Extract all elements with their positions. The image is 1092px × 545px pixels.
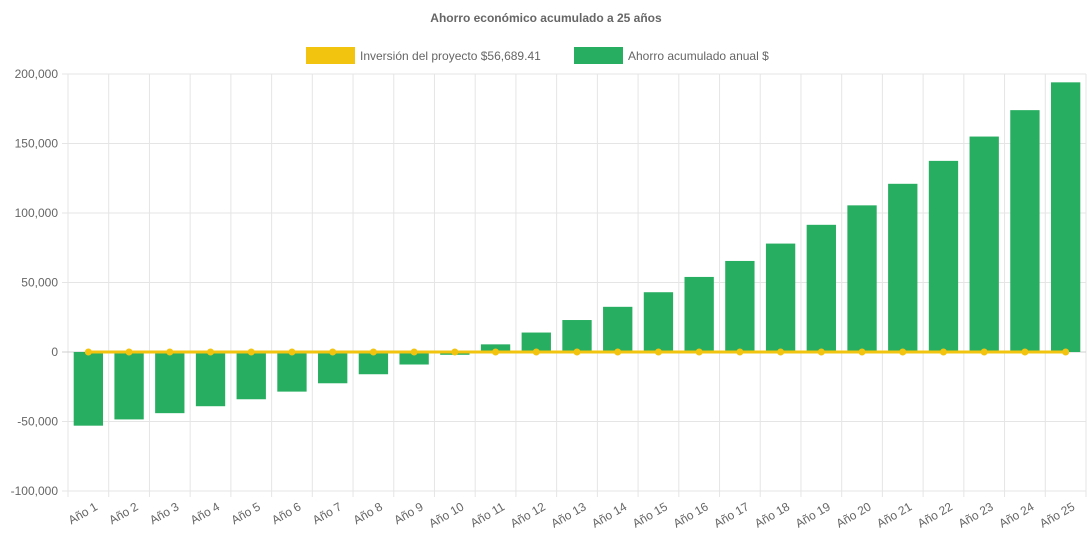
investment-point[interactable]: [695, 348, 703, 356]
investment-point[interactable]: [777, 348, 785, 356]
investment-point[interactable]: [207, 348, 215, 356]
savings-bar[interactable]: [603, 306, 633, 352]
savings-bar[interactable]: [114, 352, 144, 420]
investment-point[interactable]: [980, 348, 988, 356]
savings-bar[interactable]: [480, 344, 511, 352]
x-tick-label: Año 7: [310, 499, 344, 527]
investment-point[interactable]: [288, 348, 296, 356]
x-tick-label: Año 16: [671, 499, 711, 530]
investment-point[interactable]: [247, 348, 255, 356]
savings-bar[interactable]: [236, 352, 266, 400]
savings-bar[interactable]: [888, 183, 918, 352]
x-tick-label: Año 5: [229, 499, 263, 527]
investment-point[interactable]: [817, 348, 825, 356]
savings-bar[interactable]: [521, 332, 551, 352]
y-tick-label: 200,000: [15, 67, 59, 81]
savings-bar[interactable]: [928, 160, 959, 352]
investment-point[interactable]: [736, 348, 744, 356]
savings-bar[interactable]: [358, 352, 389, 375]
x-tick-label: Año 19: [793, 499, 833, 530]
bars: [73, 82, 1081, 426]
investment-line-series: [84, 348, 1070, 356]
investment-point[interactable]: [166, 348, 174, 356]
savings-bar[interactable]: [684, 276, 714, 352]
x-tick-label: Año 8: [351, 499, 385, 527]
savings-bar[interactable]: [806, 224, 836, 352]
x-tick-label: Año 4: [188, 499, 222, 527]
investment-point[interactable]: [939, 348, 947, 356]
legend-label-investment[interactable]: Inversión del proyecto $56,689.41: [360, 49, 541, 63]
x-tick-label: Año 11: [468, 499, 507, 530]
savings-bar[interactable]: [155, 352, 185, 414]
savings-bar[interactable]: [195, 352, 226, 407]
x-tick-label: Año 17: [711, 499, 751, 530]
x-tick-label: Año 21: [874, 499, 914, 530]
savings-bar[interactable]: [1010, 110, 1040, 352]
investment-point[interactable]: [84, 348, 92, 356]
investment-point[interactable]: [654, 348, 662, 356]
investment-point[interactable]: [899, 348, 907, 356]
legend: Inversión del proyecto $56,689.41 Ahorro…: [306, 47, 769, 64]
x-tick-label: Año 12: [508, 499, 548, 530]
x-tick-label: Año 23: [956, 499, 996, 530]
x-tick-label: Año 2: [106, 499, 140, 527]
investment-point[interactable]: [532, 348, 540, 356]
investment-point[interactable]: [573, 348, 581, 356]
y-tick-label: 150,000: [15, 137, 59, 151]
investment-point[interactable]: [492, 348, 500, 356]
x-tick-label: Año 13: [549, 499, 589, 530]
savings-bar[interactable]: [847, 205, 877, 352]
y-tick-label: 0: [51, 345, 58, 359]
x-tick-label: Año 20: [834, 499, 874, 530]
y-tick-label: 100,000: [15, 206, 59, 220]
y-tick-label: -100,000: [11, 484, 59, 498]
savings-bar[interactable]: [725, 260, 755, 352]
x-tick-label: Año 18: [752, 499, 792, 530]
x-tick-label: Año 1: [66, 499, 100, 527]
savings-bar[interactable]: [643, 292, 674, 352]
savings-bar[interactable]: [562, 320, 592, 352]
x-tick-label: Año 24: [996, 499, 1036, 530]
x-tick-label: Año 14: [589, 499, 629, 530]
savings-bar[interactable]: [765, 243, 796, 352]
investment-point[interactable]: [329, 348, 337, 356]
investment-point[interactable]: [125, 348, 133, 356]
legend-swatch-investment[interactable]: [306, 47, 355, 64]
x-tick-label: Año 10: [426, 499, 466, 530]
y-tick-label: -50,000: [17, 415, 58, 429]
x-tick-label: Año 22: [915, 499, 955, 530]
investment-point[interactable]: [410, 348, 418, 356]
chart-title: Ahorro económico acumulado a 25 años: [430, 11, 662, 25]
y-axis: -100,000 -50,000 0 50,000 100,000 150,000 200,…: [11, 67, 59, 498]
investment-point[interactable]: [1062, 348, 1070, 356]
investment-point[interactable]: [1021, 348, 1029, 356]
savings-bar[interactable]: [1050, 82, 1081, 352]
x-axis: Año 1 Año 2 Año 3 Año 4 Año 5 Año 6 Año 7 Año 8…: [66, 499, 1078, 530]
x-tick-label: Año 6: [269, 499, 303, 527]
savings-bar[interactable]: [318, 352, 348, 384]
savings-bar[interactable]: [399, 352, 429, 365]
investment-point[interactable]: [369, 348, 377, 356]
x-tick-label: Año 15: [630, 499, 670, 530]
x-tick-label: Año 25: [1037, 499, 1077, 530]
x-tick-label: Año 3: [147, 499, 181, 527]
savings-bar[interactable]: [277, 352, 307, 392]
legend-label-savings[interactable]: Ahorro acumulado anual $: [628, 49, 769, 63]
investment-point[interactable]: [614, 348, 622, 356]
savings-bar[interactable]: [969, 136, 999, 352]
y-tick-label: 50,000: [21, 276, 58, 290]
legend-swatch-savings[interactable]: [574, 47, 623, 64]
x-tick-label: Año 9: [391, 499, 425, 527]
investment-point[interactable]: [858, 348, 866, 356]
investment-point[interactable]: [451, 348, 459, 356]
savings-bar[interactable]: [73, 352, 104, 426]
